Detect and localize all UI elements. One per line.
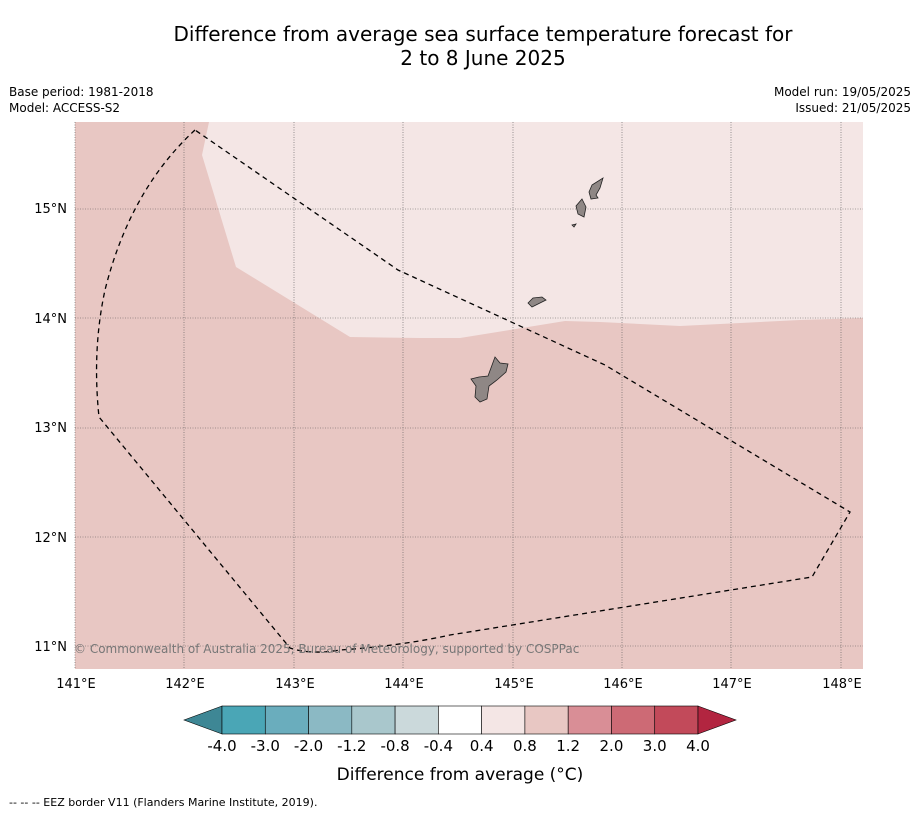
guam-island <box>470 356 509 403</box>
map-title: Difference from average sea surface temp… <box>80 22 886 70</box>
colorbar-cell <box>438 705 482 735</box>
colorbar-tick-label: -4.0 <box>207 737 236 755</box>
colorbar-over-triangle <box>697 705 737 735</box>
colorbar-cell <box>394 705 439 735</box>
colorbar: -4.0 -3.0 -2.0 -1.2 -0.8 -0.4 0.4 0.8 1.2 2.0 3.0 4… <box>183 705 737 785</box>
colorbar-cell <box>611 705 656 735</box>
colorbar-tick-label: 0.8 <box>513 737 537 755</box>
colorbar-tick-label: 2.0 <box>600 737 624 755</box>
lat-label-11: 11°N <box>34 640 67 655</box>
colorbar-cell <box>481 705 526 735</box>
islands <box>470 177 604 403</box>
lon-label-148: 148°E <box>822 677 862 692</box>
lon-label-141: 141°E <box>56 677 96 692</box>
colorbar-tick-label: -0.4 <box>424 737 453 755</box>
eez-border <box>95 129 851 653</box>
colorbar-label: Difference from average (°C) <box>337 765 584 785</box>
lon-label-147: 147°E <box>712 677 752 692</box>
meta-right: Model run: 19/05/2025 Issued: 21/05/2025 <box>774 84 911 116</box>
lat-label-13: 13°N <box>34 421 67 436</box>
colorbar-cell <box>524 705 569 735</box>
rota-island <box>527 296 547 308</box>
tinian-island <box>575 198 587 218</box>
colorbar-tick-label: -3.0 <box>251 737 280 755</box>
colorbar-cell <box>264 705 309 735</box>
colorbar-tick-label: -1.2 <box>337 737 366 755</box>
lon-label-144: 144°E <box>384 677 424 692</box>
lat-label-12: 12°N <box>34 531 67 546</box>
copyright-notice: © Commonwealth of Australia 2025, Bureau… <box>74 642 579 656</box>
lon-label-143: 143°E <box>275 677 315 692</box>
colorbar-cell <box>567 705 612 735</box>
graticule <box>74 122 863 669</box>
saipan-island <box>588 177 604 200</box>
colorbar-tick-label: 3.0 <box>643 737 667 755</box>
issued-date: Issued: 21/05/2025 <box>795 101 911 115</box>
colorbar-cell <box>654 705 699 735</box>
anomaly-band-0-4-to-0-8 <box>202 122 863 338</box>
title-line-2: 2 to 8 June 2025 <box>400 46 566 70</box>
axis-labels: 141°E 142°E 143°E 144°E 145°E 146°E 147°… <box>34 202 862 692</box>
aguijan-island <box>571 223 577 228</box>
model-name: Model: ACCESS-S2 <box>9 101 121 115</box>
colorbar-cell <box>221 705 266 735</box>
colorbar-tick-label: 0.4 <box>470 737 494 755</box>
lat-label-14: 14°N <box>34 312 67 327</box>
colorbar-cell <box>308 705 353 735</box>
colorbar-tick-label: 1.2 <box>556 737 580 755</box>
model-run: Model run: 19/05/2025 <box>773 85 911 99</box>
base-period: Base period: 1981-2018 <box>9 85 154 99</box>
eez-legend-note: -- -- -- EEZ border V11 (Flanders Marine… <box>9 796 318 809</box>
colorbar-tick-label: 4.0 <box>686 737 710 755</box>
lon-label-142: 142°E <box>165 677 205 692</box>
title-line-1: Difference from average sea surface temp… <box>173 22 793 46</box>
colorbar-under-triangle <box>183 705 223 735</box>
colorbar-tick-label: -0.8 <box>380 737 409 755</box>
lat-label-15: 15°N <box>34 202 67 217</box>
colorbar-tick-label: -2.0 <box>294 737 323 755</box>
lon-label-146: 146°E <box>603 677 643 692</box>
colorbar-cell <box>351 705 396 735</box>
lon-label-145: 145°E <box>494 677 534 692</box>
meta-left: Base period: 1981-2018 Model: ACCESS-S2 <box>9 84 154 116</box>
